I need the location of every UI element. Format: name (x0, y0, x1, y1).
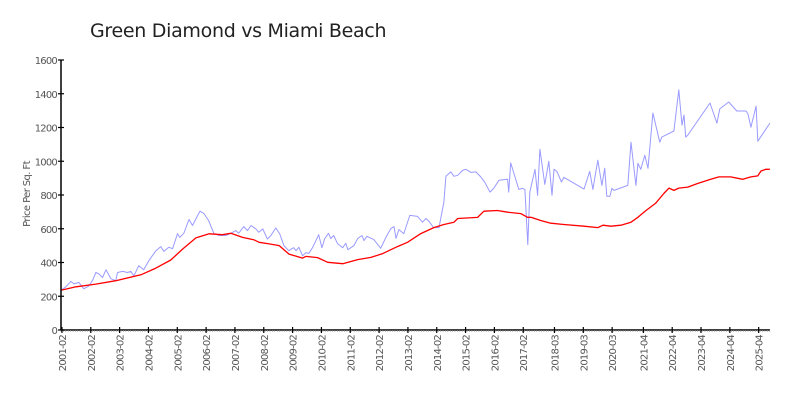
x-tick-label: 2010-02 (317, 335, 328, 372)
x-ticks: 2001-02 2002-02 2003-02 2004-02 2005-02 2006-… (58, 327, 766, 371)
x-tick-label: 2013-02 (404, 335, 415, 372)
y-axis-label: Price Per Sq. Ft (22, 160, 33, 226)
x-tick-label: 2001-02 (58, 335, 69, 372)
x-tick-label: 2004-02 (144, 335, 155, 372)
y-tick-label: 400 (40, 259, 57, 270)
x-tick-label: 2017-02 (519, 335, 530, 372)
x-tick-label: 2016-02 (490, 335, 501, 372)
y-ticks: 0 200 400 600 800 1000 1200 1400 1600 (35, 56, 64, 337)
y-tick-label: 0 (51, 326, 57, 337)
y-tick-label: 800 (40, 191, 57, 202)
x-tick-label: 2014-02 (433, 335, 444, 372)
x-tick-label: 2012-02 (375, 335, 386, 372)
series-line-blue (60, 89, 771, 291)
x-tick-label: 2002-02 (87, 335, 98, 372)
x-tick-label: 2023-04 (697, 335, 708, 372)
y-tick-label: 1200 (35, 124, 58, 135)
chart-title: Green Diamond vs Miami Beach (90, 20, 387, 42)
x-tick-label: 2008-02 (260, 335, 271, 372)
x-tick-label: 2021-04 (639, 335, 650, 372)
x-tick-label: 2025-04 (755, 335, 766, 372)
series-layer (60, 89, 771, 291)
y-tick-label: 600 (40, 225, 57, 236)
series-line-red (60, 168, 770, 291)
y-tick-label: 1400 (35, 90, 58, 101)
x-tick-label: 2018-03 (550, 335, 561, 372)
x-tick-label: 2022-04 (668, 335, 679, 372)
x-tick-label: 2005-02 (173, 335, 184, 372)
x-tick-label: 2006-02 (202, 335, 213, 372)
y-tick-label: 200 (40, 292, 57, 303)
x-minor-ticks (60, 330, 771, 332)
x-tick-label: 2003-02 (116, 335, 127, 372)
x-tick-label: 2009-02 (289, 335, 300, 372)
x-tick-label: 2019-03 (579, 335, 590, 372)
x-tick-label: 2020-03 (608, 335, 619, 372)
x-tick-label: 2015-02 (462, 335, 473, 372)
x-tick-label: 2007-02 (231, 335, 242, 372)
x-tick-label: 2024-04 (726, 335, 737, 372)
y-tick-label: 1600 (35, 56, 58, 67)
x-tick-label: 2011-02 (346, 335, 357, 372)
y-tick-label: 1000 (35, 157, 58, 168)
